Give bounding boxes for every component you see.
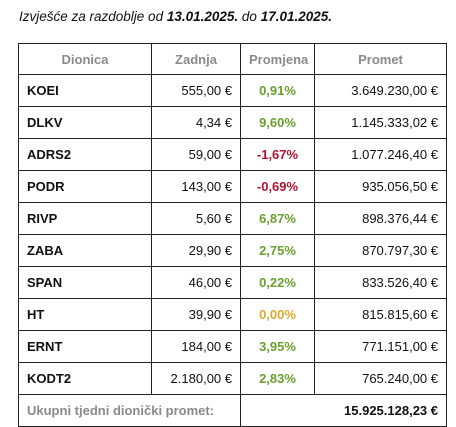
last-price: 184,00 € <box>151 330 241 363</box>
last-price: 4,34 € <box>151 106 241 139</box>
table-row: ERNT 184,00 €3,95% 771.151,00 € <box>18 330 447 363</box>
stock-name: ZABA <box>18 234 152 267</box>
header-promet: Promet <box>314 43 447 75</box>
last-price: 46,00 € <box>151 266 241 299</box>
last-price: 555,00 € <box>151 74 241 107</box>
turnover: 815.815,60 € <box>314 298 447 331</box>
report-title: Izvješće za razdoblje od 13.01.2025. do … <box>19 9 332 24</box>
last-price: 2.180,00 € <box>151 362 241 395</box>
title-prefix: Izvješće za razdoblje od <box>19 9 167 24</box>
stock-name: KODT2 <box>18 362 152 395</box>
table-row: KOEI 555,00 €0,91% 3.649.230,00 € <box>18 74 447 107</box>
turnover: 1.077.246,40 € <box>314 138 447 171</box>
title-date-to: 17.01.2025. <box>260 9 333 24</box>
table-row: RIVP 5,60 €6,87% 898.376,44 € <box>18 202 447 235</box>
price-change: 3,95% <box>240 330 315 363</box>
stock-name: HT <box>18 298 152 331</box>
stock-name: PODR <box>18 170 152 203</box>
table-row: PODR 143,00 € -0,69% 935.056,50 € <box>18 170 447 203</box>
stock-name: KOEI <box>18 74 152 107</box>
turnover: 3.649.230,00 € <box>314 74 447 107</box>
table-row: KODT2 2.180,00 €2,83% 765.240,00 € <box>18 362 447 395</box>
turnover: 935.056,50 € <box>314 170 447 203</box>
stock-name: ERNT <box>18 330 152 363</box>
stock-name: SPAN <box>18 266 152 299</box>
price-change: -0,69% <box>240 170 315 203</box>
price-change: 9,60% <box>240 106 315 139</box>
title-date-from: 13.01.2025. <box>166 9 239 24</box>
stock-name: ADRS2 <box>18 138 152 171</box>
table-row: SPAN 46,00 €0,22% 833.526,40 € <box>18 266 447 299</box>
table-row: HT 39,90 €0,00% 815.815,60 € <box>18 298 447 331</box>
last-price: 39,90 € <box>151 298 241 331</box>
total-value: 15.925.128,23 € <box>240 394 447 427</box>
price-change: 0,00% <box>240 298 315 331</box>
stock-table: Dionica Zadnja Promjena Promet KOEI 555,0… <box>18 43 447 427</box>
last-price: 59,00 € <box>151 138 241 171</box>
table-row: DLKV 4,34 €9,60% 1.145.333,02 € <box>18 106 447 139</box>
price-change: 2,83% <box>240 362 315 395</box>
turnover: 1.145.333,02 € <box>314 106 447 139</box>
turnover: 765.240,00 € <box>314 362 447 395</box>
turnover: 898.376,44 € <box>314 202 447 235</box>
header-dionica: Dionica <box>18 43 152 75</box>
price-change: 0,22% <box>240 266 315 299</box>
total-label: Ukupni tjedni dionički promet: <box>18 394 241 427</box>
header-zadnja: Zadnja <box>151 43 241 75</box>
table-row: ZABA 29,90 €2,75% 870.797,30 € <box>18 234 447 267</box>
price-change: 2,75% <box>240 234 315 267</box>
stock-name: RIVP <box>18 202 152 235</box>
price-change: 0,91% <box>240 74 315 107</box>
total-row: Ukupni tjedni dionički promet: 15.925.12… <box>18 394 447 427</box>
table-header-row: Dionica Zadnja Promjena Promet <box>18 43 447 75</box>
table-row: ADRS2 59,00 € -1,67% 1.077.246,40 € <box>18 138 447 171</box>
last-price: 143,00 € <box>151 170 241 203</box>
turnover: 833.526,40 € <box>314 266 447 299</box>
price-change: 6,87% <box>240 202 315 235</box>
last-price: 29,90 € <box>151 234 241 267</box>
turnover: 771.151,00 € <box>314 330 447 363</box>
header-promjena: Promjena <box>240 43 315 75</box>
last-price: 5,60 € <box>151 202 241 235</box>
price-change: -1,67% <box>240 138 315 171</box>
stock-name: DLKV <box>18 106 152 139</box>
title-middle: do <box>238 9 261 24</box>
turnover: 870.797,30 € <box>314 234 447 267</box>
